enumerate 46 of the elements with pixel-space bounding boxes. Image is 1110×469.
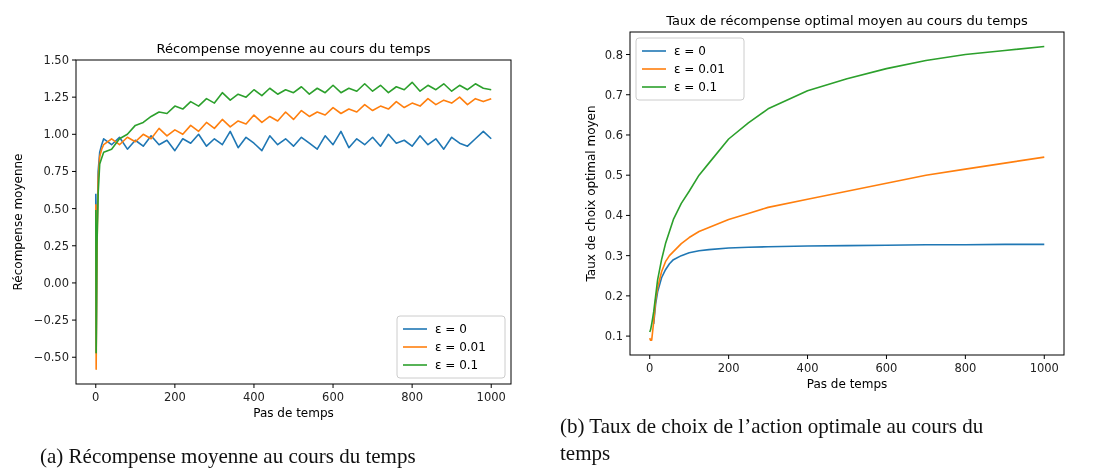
x-tick-label: 0 xyxy=(646,361,654,375)
legend-label: ε = 0.01 xyxy=(674,62,725,76)
y-tick-label: 0.4 xyxy=(604,208,623,223)
legend-label: ε = 0 xyxy=(435,322,467,336)
y-axis-title: Taux de choix optimal moyen xyxy=(584,105,598,283)
text: (a) Récompense moyenne au cours du temps xyxy=(40,444,416,468)
x-tick-label: 600 xyxy=(875,361,898,375)
chart-title: Récompense moyenne au cours du temps xyxy=(156,41,431,56)
y-tick-label: 1.00 xyxy=(43,127,69,142)
x-axis-title: Pas de temps xyxy=(806,377,888,391)
y-tick-label: 0.5 xyxy=(604,168,623,183)
x-axis-title: Pas de temps xyxy=(253,406,334,420)
line-series xyxy=(648,45,1046,333)
y-tick-label: 0.2 xyxy=(604,288,623,303)
y-tick-label: 0.1 xyxy=(604,329,623,344)
x-tick-label: 800 xyxy=(954,361,977,375)
chart-title: Taux de récompense optimal moyen au cours du temps xyxy=(665,13,1029,28)
x-tick-label: 200 xyxy=(163,390,186,404)
legend-label: ε = 0.01 xyxy=(435,340,486,354)
y-tick-label: −0.25 xyxy=(33,313,69,328)
y-tick-label: 0.6 xyxy=(604,127,623,142)
x-tick-label: 800 xyxy=(401,390,424,404)
y-tick-label: 0.7 xyxy=(604,87,623,102)
y-tick-label: 1.50 xyxy=(43,53,69,67)
line-series xyxy=(652,243,1046,325)
x-tick-label: 600 xyxy=(322,390,345,404)
text: (b) Taux de choix de l’action optimale au cours du temps xyxy=(560,414,984,465)
y-tick-label: −0.50 xyxy=(33,350,69,365)
y-tick-label: 0.50 xyxy=(43,201,69,216)
x-tick-label: 1000 xyxy=(476,390,506,404)
legend-label: ε = 0.1 xyxy=(674,80,718,94)
x-tick-label: 1000 xyxy=(1029,361,1059,375)
y-axis-title: Récompense moyenne xyxy=(11,153,25,291)
x-tick-label: 0 xyxy=(92,390,100,404)
x-tick-label: 400 xyxy=(242,390,265,404)
y-tick-label: 0.75 xyxy=(43,164,69,179)
y-tick-label: 0.3 xyxy=(604,248,623,263)
line-series xyxy=(648,156,1046,341)
legend-label: ε = 0 xyxy=(674,44,706,58)
y-tick-label: 0.8 xyxy=(604,47,623,62)
y-tick-label: 0.00 xyxy=(43,275,69,290)
y-tick-label: 1.25 xyxy=(43,90,69,105)
x-tick-label: 400 xyxy=(796,361,819,375)
legend-label: ε = 0.1 xyxy=(435,358,479,372)
y-tick-label: 0.25 xyxy=(43,238,69,253)
x-tick-label: 200 xyxy=(717,361,740,375)
